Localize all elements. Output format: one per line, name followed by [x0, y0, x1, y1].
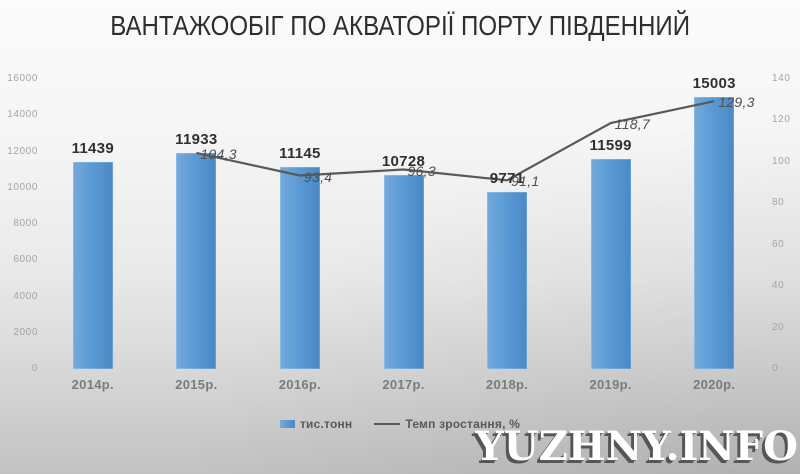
left-axis-tick: 14000 [7, 109, 38, 121]
right-axis-tick: 140 [772, 73, 791, 84]
category-label: 2020р. [693, 377, 736, 392]
legend: тис.тонн Темп зростання, % [0, 417, 800, 431]
bar [176, 152, 217, 369]
right-axis-tick: 100 [772, 155, 791, 167]
left-axis-tick: 10000 [7, 181, 38, 193]
legend-line-label: Темп зростання, % [405, 417, 521, 431]
right-axis-tick: 60 [772, 238, 785, 250]
left-axis-tick: 6000 [13, 254, 38, 266]
bar-value-label: 10728 [381, 152, 426, 170]
bar [590, 158, 631, 369]
bar-value-label: 11599 [589, 136, 632, 154]
bar-series-swatch-icon [279, 420, 295, 428]
line-value-label: 129,3 [718, 94, 755, 111]
line-value-label: 91,1 [511, 173, 540, 190]
bar [487, 191, 528, 369]
left-axis-tick: 4000 [13, 290, 38, 302]
category-label: 2017р. [382, 377, 425, 392]
bar [279, 166, 320, 369]
legend-bar-label: тис.тонн [299, 417, 353, 431]
category-label: 2019р. [589, 377, 632, 392]
title-row: ВАНТАЖООБІГ ПО АКВАТОРІЇ ПОРТУ ПІВДЕННИЙ [0, 10, 800, 42]
bar-value-label: 11439 [71, 139, 114, 157]
left-axis-tick: 16000 [7, 73, 38, 84]
bar-value-label: 9771 [489, 169, 525, 187]
line-value-label: 104,3 [200, 145, 237, 162]
category-label: 2014р. [71, 377, 114, 392]
line-value-label: 96,3 [407, 162, 436, 179]
bar-value-label: 11145 [279, 144, 321, 162]
left-axis-tick: 2000 [13, 326, 38, 338]
legend-item-tons: тис.тонн [279, 417, 353, 431]
left-axis-tick: 8000 [13, 218, 38, 229]
bar [383, 174, 424, 369]
line-value-label: 93,4 [303, 168, 333, 185]
right-axis-tick: 120 [772, 114, 791, 126]
watermark: YUZHNY.INFO [475, 423, 798, 470]
bar-value-label: 15003 [692, 75, 736, 93]
bar [72, 161, 113, 369]
left-axis-tick: 0 [31, 363, 38, 374]
right-axis-tick: 80 [772, 197, 785, 209]
bar-value-label: 11933 [175, 130, 218, 148]
line-value-label: 118,7 [614, 116, 651, 133]
right-axis-tick: 40 [772, 280, 785, 292]
left-axis-tick: 12000 [7, 145, 38, 157]
bar [694, 97, 735, 369]
category-label: 2018р. [485, 377, 529, 392]
chart-title: ВАНТАЖООБІГ ПО АКВАТОРІЇ ПОРТУ ПІВДЕННИЙ [110, 10, 690, 41]
category-label: 2016р. [278, 377, 322, 392]
right-axis-tick: 0 [772, 363, 779, 374]
legend-item-growth: Темп зростання, % [374, 417, 520, 431]
line-series-swatch-icon [374, 423, 401, 425]
right-axis-tick: 20 [772, 321, 785, 333]
category-label: 2015р. [175, 377, 218, 392]
